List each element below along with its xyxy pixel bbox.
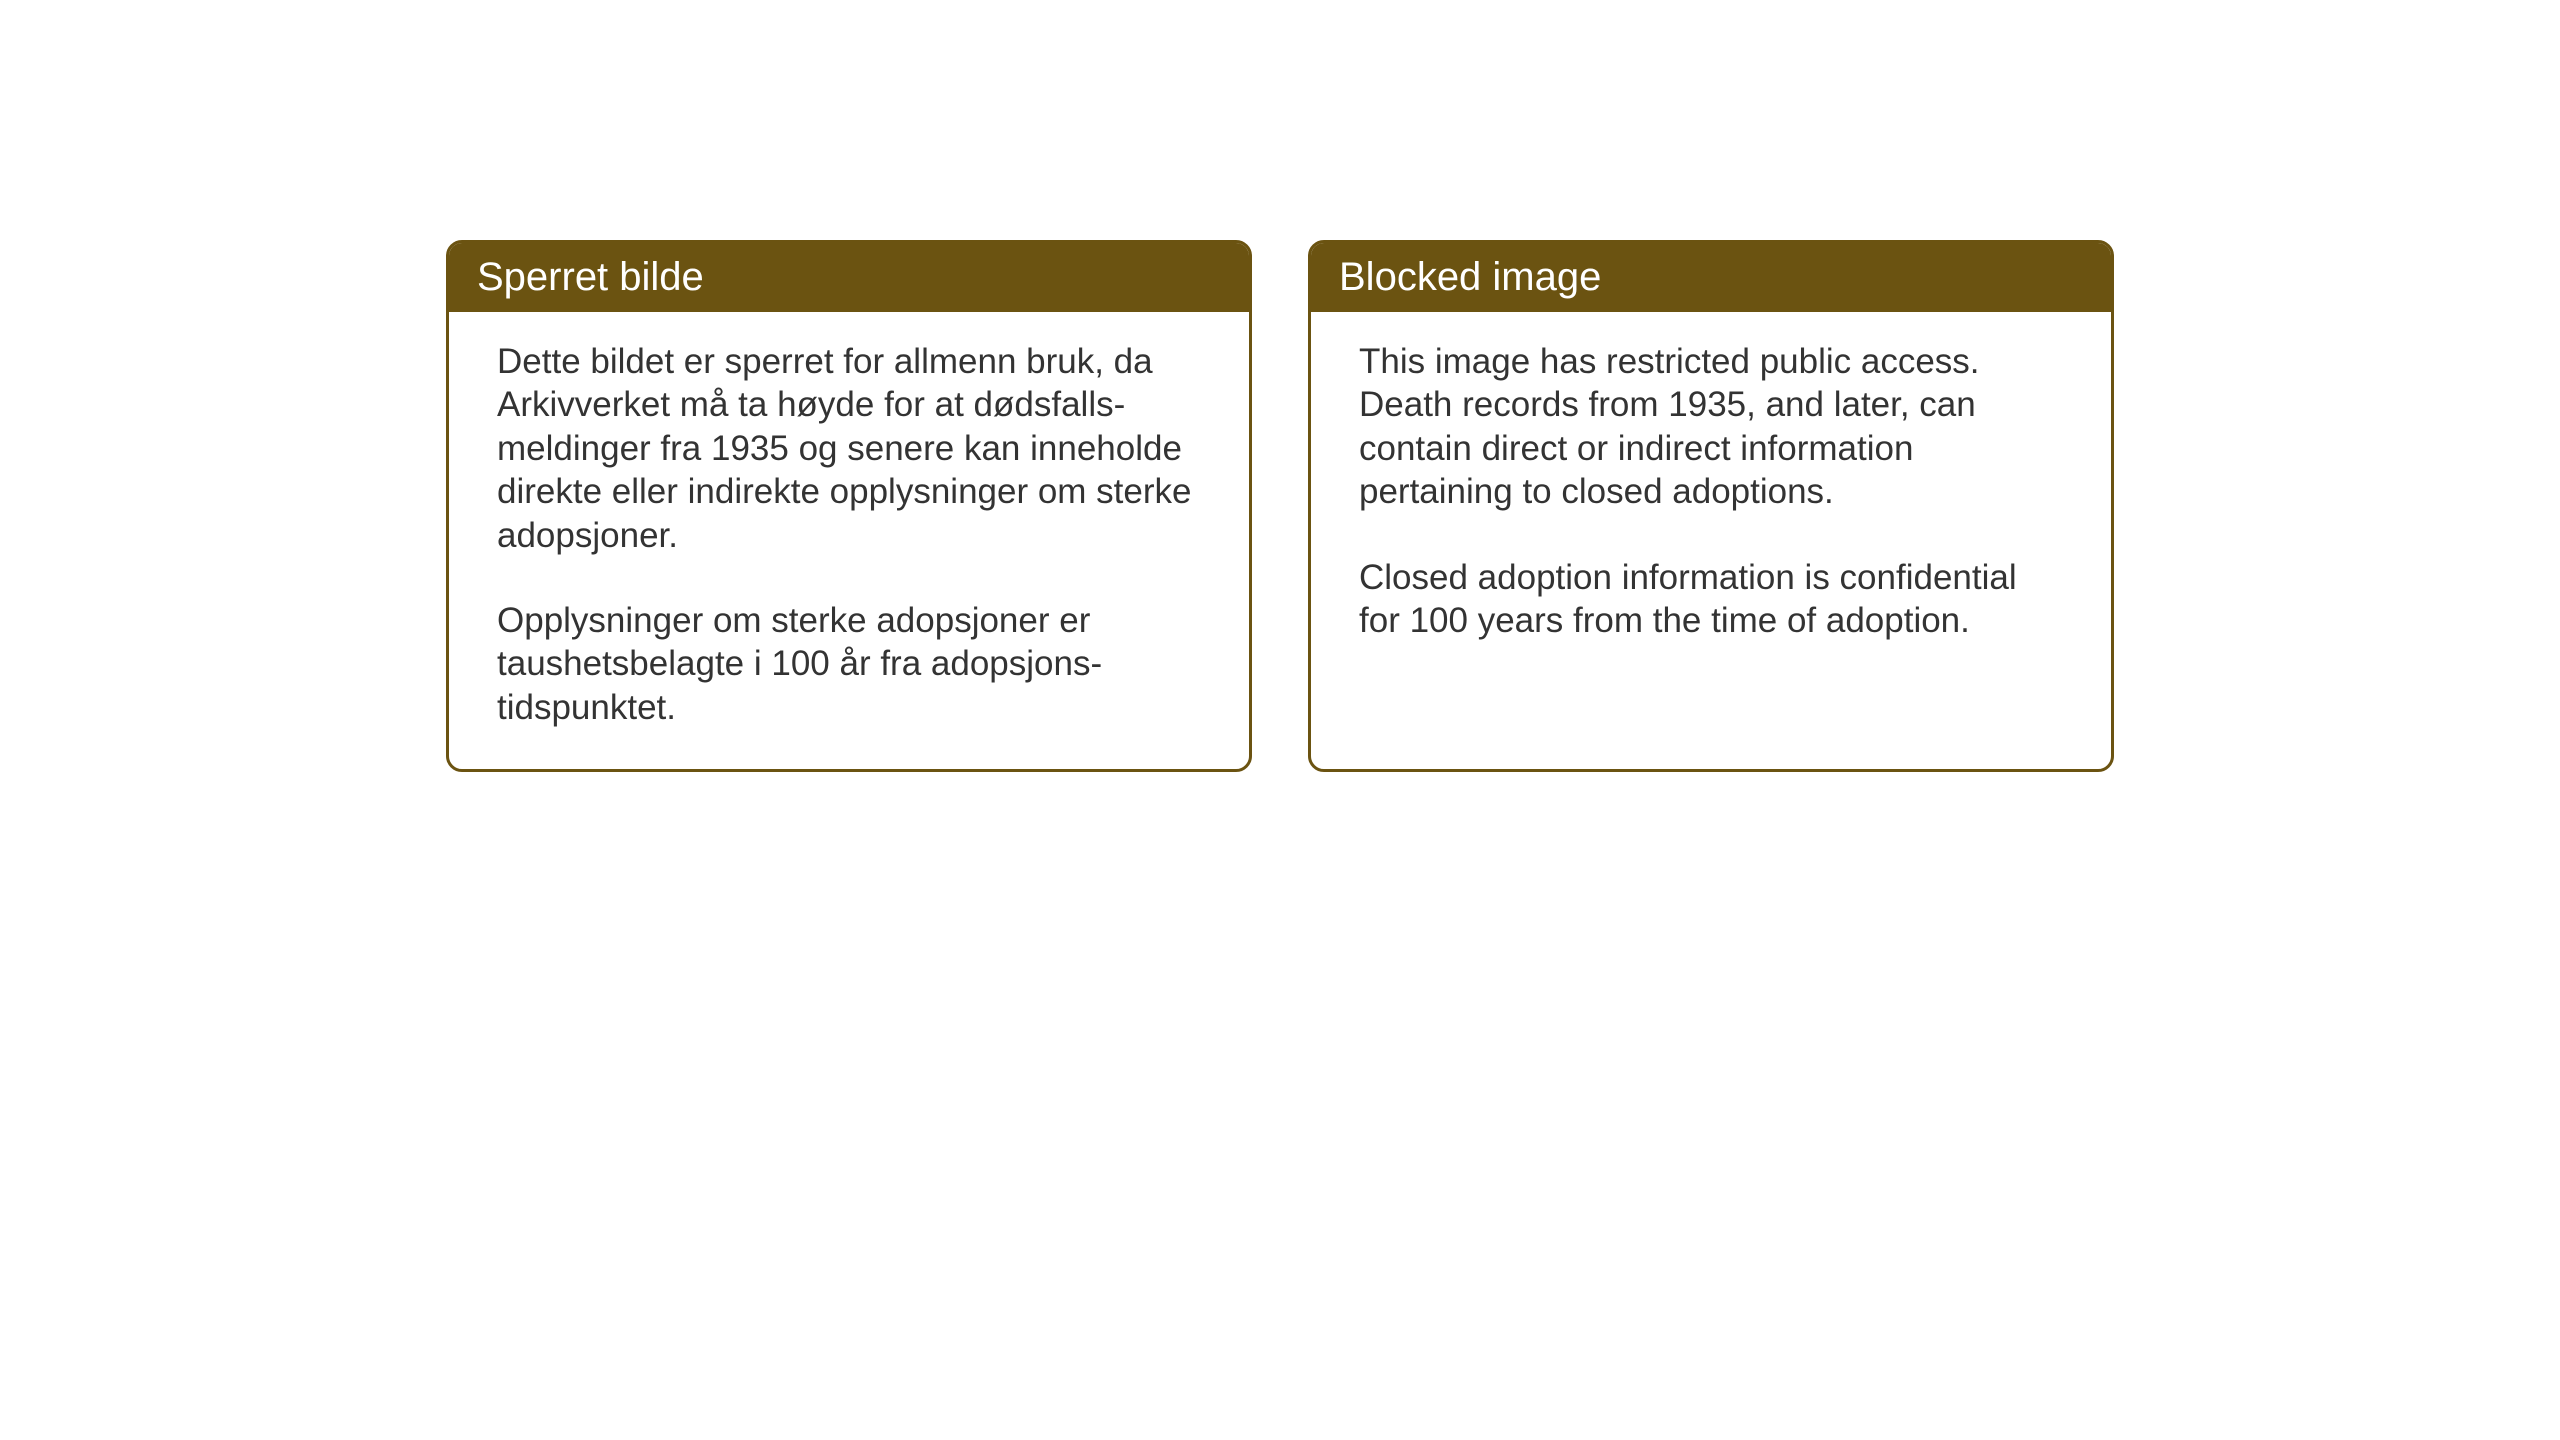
card-paragraph: Dette bildet er sperret for allmenn bruk…: [497, 340, 1201, 557]
card-title: Blocked image: [1339, 255, 1601, 299]
card-paragraph: Closed adoption information is confident…: [1359, 556, 2063, 643]
notice-cards-container: Sperret bilde Dette bildet er sperret fo…: [446, 240, 2114, 772]
card-paragraph: This image has restricted public access.…: [1359, 340, 2063, 514]
card-header: Sperret bilde: [449, 243, 1249, 312]
card-title: Sperret bilde: [477, 255, 704, 299]
card-paragraph: Opplysninger om sterke adopsjoner er tau…: [497, 599, 1201, 729]
card-body: This image has restricted public access.…: [1311, 312, 2111, 682]
card-header: Blocked image: [1311, 243, 2111, 312]
card-body: Dette bildet er sperret for allmenn bruk…: [449, 312, 1249, 769]
notice-card-norwegian: Sperret bilde Dette bildet er sperret fo…: [446, 240, 1252, 772]
notice-card-english: Blocked image This image has restricted …: [1308, 240, 2114, 772]
